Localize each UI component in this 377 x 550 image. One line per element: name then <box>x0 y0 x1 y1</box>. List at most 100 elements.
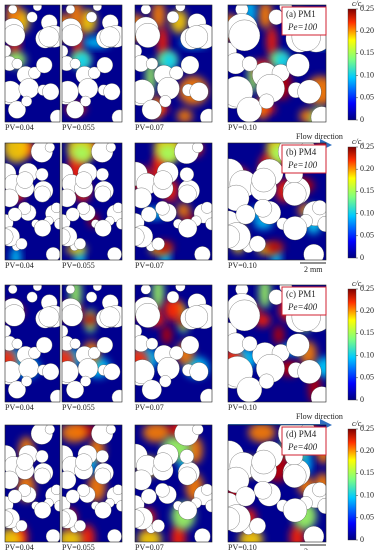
grain <box>312 482 326 498</box>
concentration <box>258 5 273 29</box>
frame <box>134 4 213 123</box>
scale-label: 2 mm <box>304 547 323 550</box>
grain <box>135 359 155 385</box>
snapshot <box>5 5 60 122</box>
pv-label: PV=0.04 <box>5 123 34 132</box>
pv-label: PV=0.07 <box>135 123 164 132</box>
grain <box>65 285 76 294</box>
grain <box>21 375 33 387</box>
colorbar-label: c/c₀ <box>352 137 364 146</box>
concentration <box>82 313 98 326</box>
concentration <box>258 285 271 309</box>
colorbar-tick-label: 0.15 <box>360 468 374 477</box>
grain <box>303 526 325 542</box>
grain <box>258 373 275 389</box>
grain <box>44 425 55 435</box>
grain <box>74 238 86 250</box>
frame <box>4 424 61 543</box>
snapshot <box>62 425 122 542</box>
grain <box>251 449 276 475</box>
frame <box>61 4 123 123</box>
pv-label: PV=0.04 <box>5 403 34 412</box>
grain <box>253 199 273 218</box>
pv-label: PV=0.10 <box>228 261 257 270</box>
grain <box>65 207 80 222</box>
pv-label: PV=0.055 <box>62 261 95 270</box>
grain <box>310 106 326 122</box>
pv-label: PV=0.07 <box>135 543 164 550</box>
grain <box>179 167 195 182</box>
grain <box>15 520 28 532</box>
colorbar-label: c/c₀ <box>352 279 364 288</box>
pv-label: PV=0.10 <box>228 123 257 132</box>
grain <box>178 218 198 238</box>
grain <box>235 486 256 507</box>
grain <box>94 219 112 237</box>
grain <box>242 336 258 352</box>
concentration <box>265 240 285 254</box>
grain <box>180 335 200 355</box>
grain <box>107 529 122 542</box>
grain <box>74 520 86 532</box>
grain <box>16 453 34 471</box>
pv-label: PV=0.055 <box>62 123 95 132</box>
grain <box>286 53 310 77</box>
concentration <box>157 144 178 163</box>
grain <box>15 238 28 250</box>
peclet: Pe=400 <box>287 302 318 312</box>
grain <box>66 100 85 119</box>
concentration <box>161 325 173 345</box>
frame <box>227 424 327 543</box>
pv-label: PV=0.04 <box>5 261 34 270</box>
panel-label: (b) PM4 <box>286 147 317 157</box>
grain <box>26 291 38 303</box>
grain <box>189 362 209 382</box>
label-box <box>281 286 327 316</box>
pv-label: PV=0.04 <box>5 543 34 550</box>
grain <box>5 188 19 208</box>
grain <box>200 108 212 122</box>
pv-label: PV=0.10 <box>228 543 257 550</box>
grain <box>103 363 121 381</box>
colorbar <box>347 288 357 401</box>
grain <box>77 78 99 99</box>
grain <box>16 171 34 189</box>
grain <box>51 484 60 495</box>
colorbar-tick-label: 0.25 <box>360 284 374 293</box>
grain <box>205 217 212 231</box>
grain <box>18 78 39 99</box>
colorbar-tick-label: 0 <box>360 115 364 124</box>
colorbar-tick-label: 0.05 <box>360 93 374 102</box>
concentration <box>273 325 284 345</box>
grain <box>18 483 32 497</box>
grain <box>44 143 55 153</box>
snapshot <box>62 143 122 260</box>
grain <box>18 201 32 215</box>
concentration <box>142 425 170 443</box>
grain <box>141 488 157 505</box>
grain <box>51 202 60 213</box>
colorbar-tick-label: 0.20 <box>360 446 374 455</box>
grain <box>112 484 122 495</box>
colorbar-tick-label: 0.20 <box>360 306 374 315</box>
grain <box>159 95 172 108</box>
grain <box>317 215 326 232</box>
grain <box>49 109 60 122</box>
grain <box>169 65 184 80</box>
grain <box>5 470 19 490</box>
colorbar-label: c/c₀ <box>352 419 364 428</box>
grain <box>228 466 250 494</box>
grain <box>297 79 322 104</box>
colorbar <box>347 146 357 259</box>
grain <box>155 483 170 498</box>
grain <box>62 24 84 47</box>
scale-label: 2 mm <box>304 265 323 274</box>
grain <box>135 469 152 491</box>
colorbar-tick-label: 0.20 <box>360 26 374 35</box>
concentration <box>176 109 193 122</box>
grain <box>21 95 33 107</box>
grain <box>36 336 53 354</box>
label-box <box>281 426 327 456</box>
grain <box>49 389 60 402</box>
